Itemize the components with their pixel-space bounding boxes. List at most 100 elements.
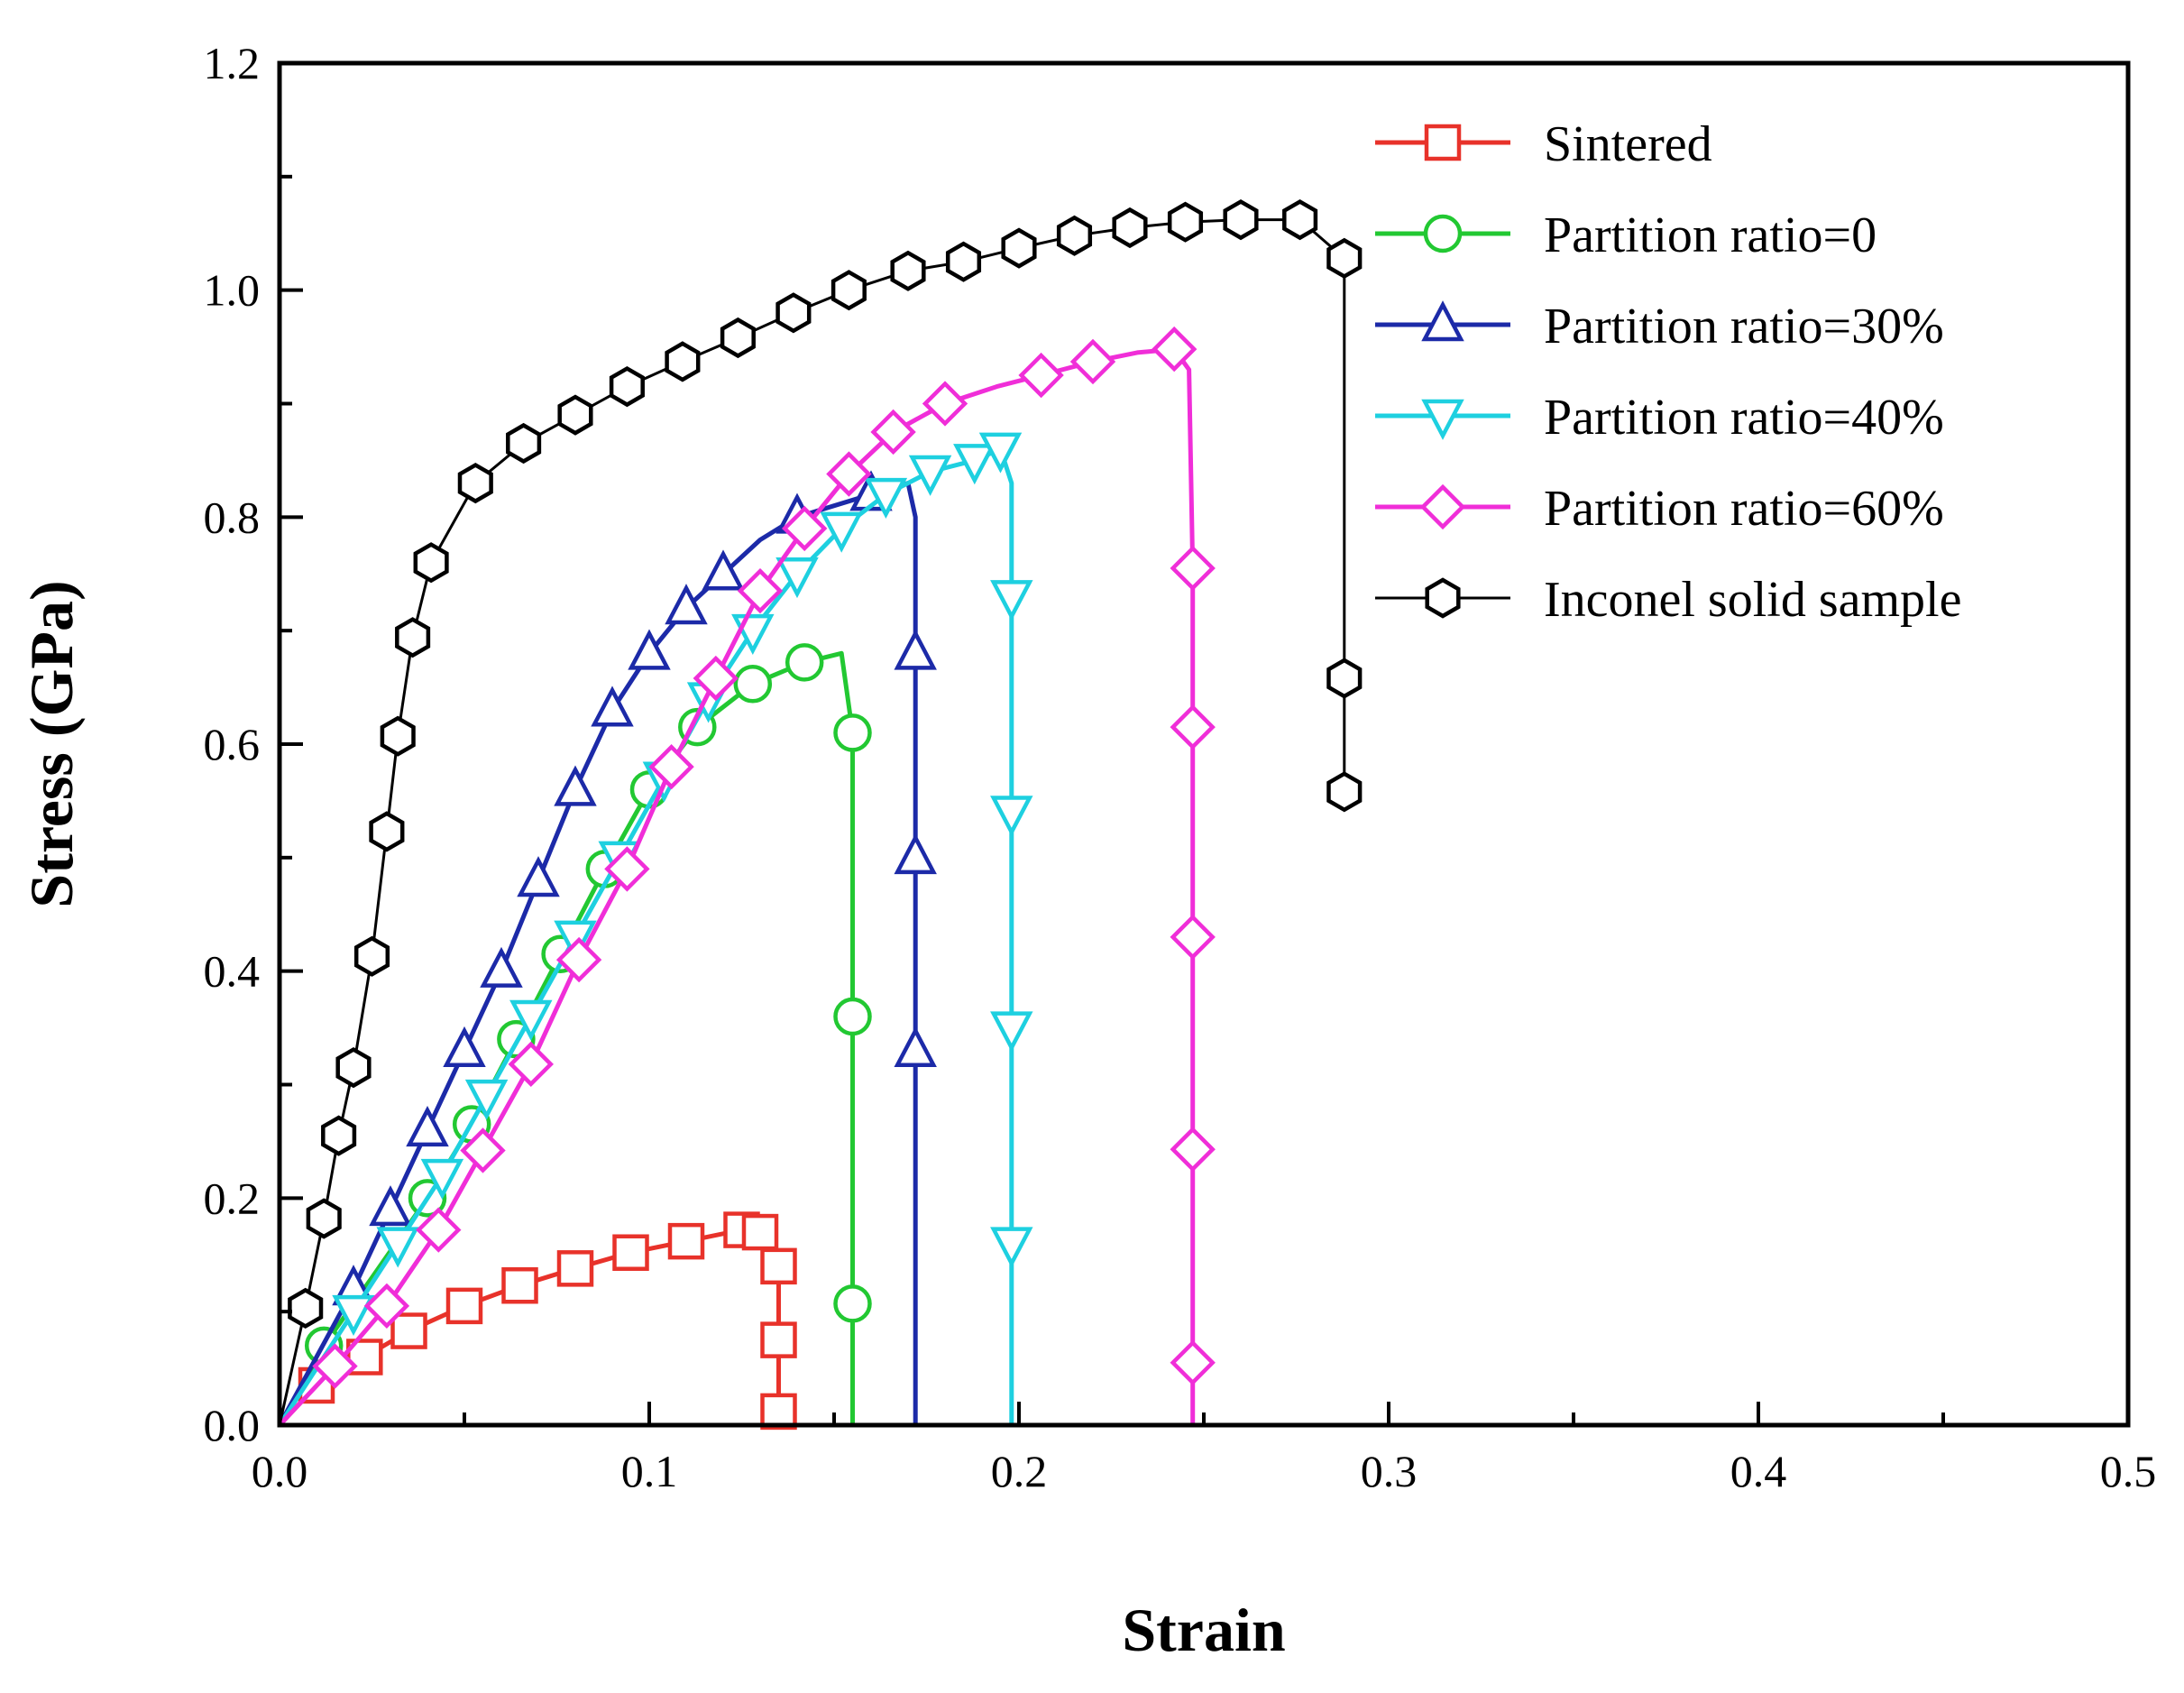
legend-marker xyxy=(1424,124,1462,161)
data-point xyxy=(416,1207,462,1253)
data-point xyxy=(335,1047,372,1089)
y-tick-label: 1.0 xyxy=(204,265,261,316)
data-point xyxy=(820,511,863,553)
data-point xyxy=(1282,199,1318,241)
data-point xyxy=(554,920,597,962)
axes: 0.0 0.1 0.2 0.3 0.4 0.5 0.0 0.2 0.4 0.6 0.8 1.0 1.2… xyxy=(17,38,2156,1664)
data-point xyxy=(1170,545,1216,592)
data-point xyxy=(312,1343,358,1389)
data-point xyxy=(306,1198,342,1239)
data-point xyxy=(457,463,493,504)
data-point xyxy=(363,1283,410,1330)
series-4 xyxy=(278,326,1216,1427)
x-axis-ticks: 0.0 0.1 0.2 0.3 0.4 0.5 xyxy=(252,1402,2157,1496)
data-point xyxy=(1326,771,1363,813)
x-tick-label: 0.1 xyxy=(621,1446,678,1496)
legend: Sintered Partition ratio=0 Partition ratio… xyxy=(1375,116,1961,628)
data-point xyxy=(604,846,650,892)
series-layer xyxy=(277,199,1363,1431)
data-point xyxy=(760,1393,797,1431)
y-tick-label: 0.8 xyxy=(204,492,261,542)
data-point xyxy=(830,270,867,311)
data-point xyxy=(501,1266,538,1304)
data-point xyxy=(775,292,812,334)
x-tick-label: 0.5 xyxy=(2100,1446,2157,1496)
data-point xyxy=(1167,201,1204,243)
data-point xyxy=(741,1213,779,1251)
data-point xyxy=(733,665,773,704)
data-point xyxy=(833,1284,872,1323)
y-tick-label: 0.6 xyxy=(204,719,261,769)
data-point xyxy=(380,715,416,757)
series-line xyxy=(278,346,1196,1427)
plot-frame xyxy=(277,60,2131,1428)
data-point xyxy=(665,341,701,382)
series-0 xyxy=(278,1211,797,1431)
legend-marker xyxy=(1423,214,1463,253)
data-point xyxy=(1170,914,1216,961)
data-point xyxy=(1223,199,1259,241)
data-point xyxy=(990,1227,1033,1268)
data-point xyxy=(922,381,968,427)
data-point xyxy=(420,1158,464,1200)
data-point xyxy=(908,455,952,496)
data-point xyxy=(460,1127,506,1173)
data-point xyxy=(464,1079,509,1120)
data-point xyxy=(1069,338,1116,385)
data-point xyxy=(1326,658,1363,699)
data-point xyxy=(508,1041,554,1088)
data-point xyxy=(775,557,819,599)
data-point xyxy=(369,811,405,852)
x-tick-label: 0.4 xyxy=(1730,1446,1787,1496)
data-point xyxy=(506,422,542,465)
legend-marker xyxy=(1421,300,1464,342)
y-axis-title: Stress (GPa) xyxy=(17,580,86,907)
data-point xyxy=(591,685,634,727)
data-point xyxy=(760,1247,797,1285)
data-point xyxy=(480,946,523,988)
legend-marker xyxy=(1421,399,1464,440)
data-point xyxy=(443,1026,486,1067)
y-tick-label: 0.0 xyxy=(204,1400,261,1450)
data-point xyxy=(557,394,593,436)
data-point xyxy=(990,1011,1033,1053)
data-point xyxy=(667,1222,705,1260)
data-point xyxy=(890,250,926,291)
data-point xyxy=(1170,1127,1216,1173)
legend-label: Sintered xyxy=(1544,116,1712,172)
data-point xyxy=(406,1106,449,1147)
data-point xyxy=(782,505,828,552)
data-point xyxy=(321,1115,357,1156)
x-axis-title: Strain xyxy=(1122,1596,1285,1664)
legend-label: Partition ratio=0 xyxy=(1544,207,1877,263)
data-point xyxy=(555,936,602,983)
data-point xyxy=(737,567,784,614)
data-point xyxy=(556,1250,594,1287)
data-point xyxy=(369,1185,412,1227)
data-point xyxy=(894,629,937,670)
legend-marker xyxy=(1419,483,1466,530)
data-point xyxy=(665,584,708,625)
data-point xyxy=(702,549,745,591)
legend-label: Partition ratio=30% xyxy=(1544,299,1944,354)
data-point xyxy=(833,713,872,752)
y-tick-label: 1.2 xyxy=(204,38,261,88)
data-point xyxy=(978,432,1023,474)
data-point xyxy=(1170,1339,1216,1385)
x-tick-label: 0.0 xyxy=(252,1446,308,1496)
data-point xyxy=(1152,326,1198,373)
data-point xyxy=(288,1287,324,1329)
data-point xyxy=(785,643,824,682)
data-point xyxy=(353,935,390,977)
data-point xyxy=(990,580,1033,621)
data-point xyxy=(509,999,553,1041)
data-point xyxy=(833,997,872,1036)
data-point xyxy=(376,1227,419,1268)
series-line xyxy=(277,446,1014,1427)
data-point xyxy=(870,409,916,455)
data-point xyxy=(894,833,937,875)
data-point xyxy=(395,617,431,658)
x-tick-label: 0.2 xyxy=(991,1446,1048,1496)
data-point xyxy=(760,1321,797,1358)
